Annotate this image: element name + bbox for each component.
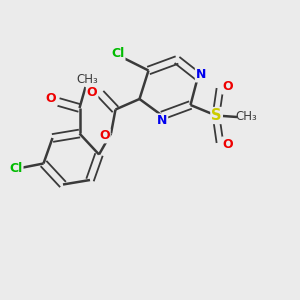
Text: S: S (211, 108, 222, 123)
Text: O: O (99, 129, 110, 142)
Text: CH₃: CH₃ (235, 110, 257, 124)
Text: N: N (157, 114, 167, 128)
Text: CH₃: CH₃ (76, 73, 98, 86)
Text: Cl: Cl (9, 162, 22, 175)
Text: O: O (222, 137, 233, 151)
Text: O: O (87, 85, 98, 99)
Text: N: N (196, 68, 206, 82)
Text: O: O (46, 92, 56, 106)
Text: Cl: Cl (111, 47, 124, 60)
Text: O: O (222, 80, 233, 94)
